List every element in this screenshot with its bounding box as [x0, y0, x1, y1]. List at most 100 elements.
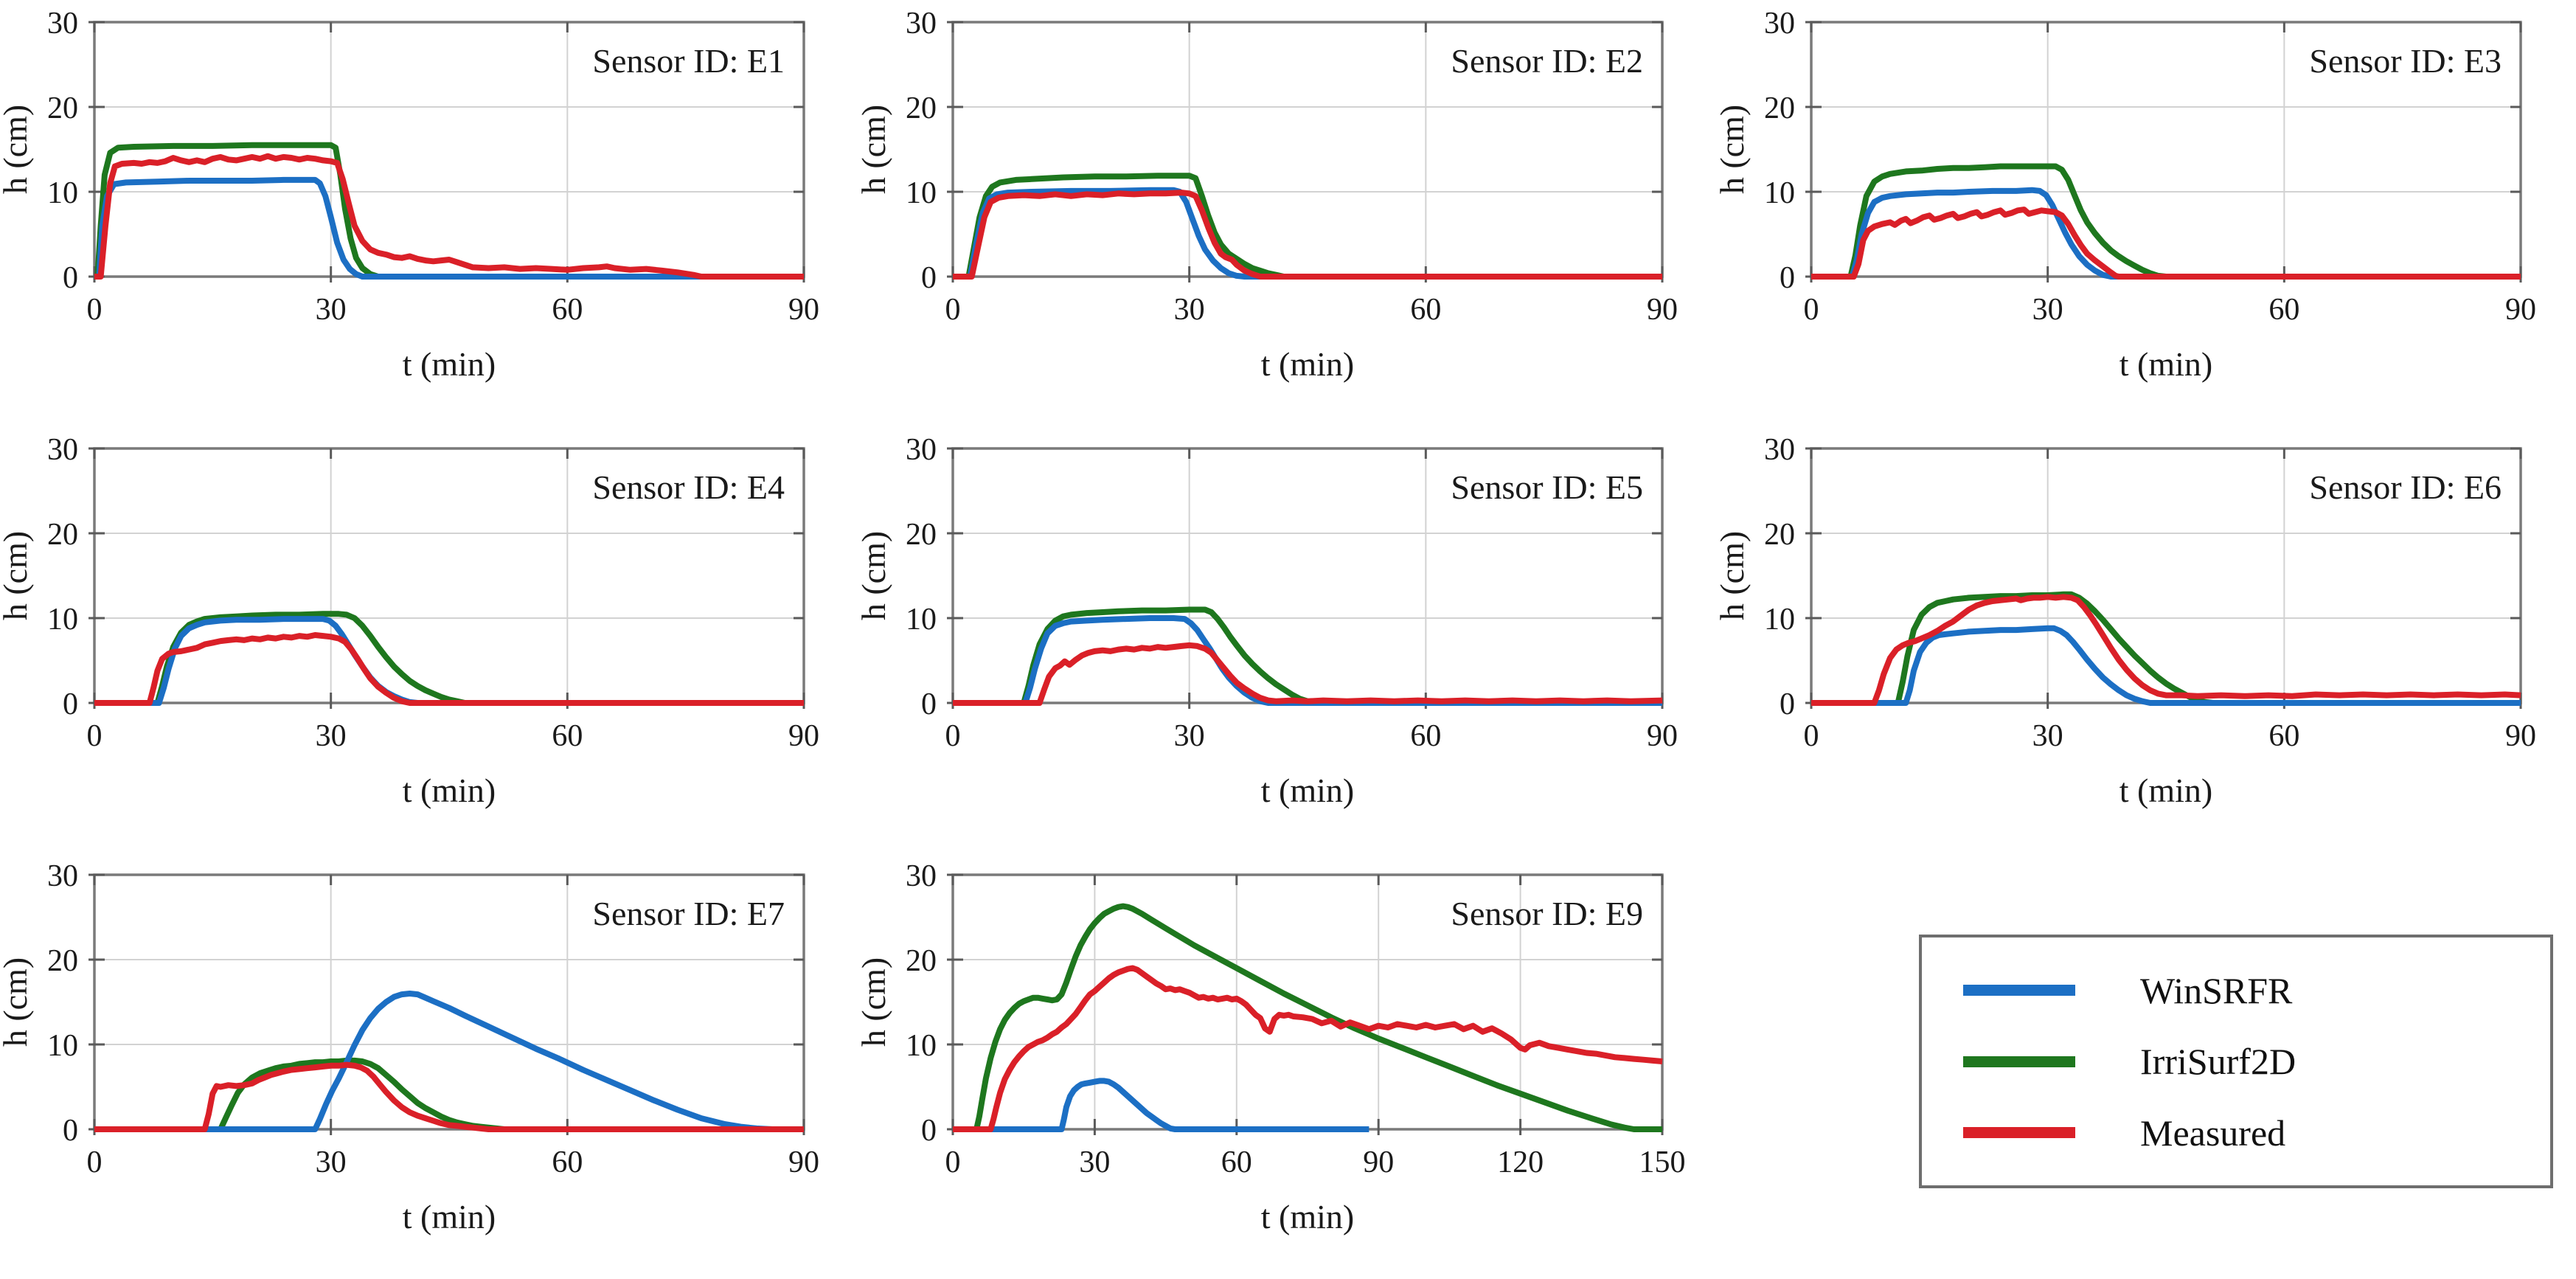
svg-text:30: 30 — [2032, 719, 2063, 753]
svg-text:0: 0 — [87, 719, 103, 753]
chart-canvas: 0 30 60 90 0 10 20 30 Sensor ID: E1 t (min) h (cm) — [0, 7, 819, 383]
chart-e5: 0 30 60 90 0 10 20 30 Sensor ID: E5 t (min) h (cm) — [858, 426, 1717, 853]
svg-text:t (min): t (min) — [1261, 345, 1354, 383]
svg-text:20: 20 — [47, 518, 78, 552]
svg-text:30: 30 — [906, 859, 937, 893]
svg-text:10: 10 — [906, 1029, 937, 1063]
measured-line-swatch — [1963, 1127, 2075, 1138]
svg-text:20: 20 — [1764, 518, 1795, 552]
chart-e6: 0 30 60 90 0 10 20 30 Sensor ID: E6 t (min) h (cm) — [1717, 426, 2575, 853]
legend-label-measured: Measured — [2140, 1112, 2286, 1154]
svg-text:h (cm): h (cm) — [1717, 531, 1751, 620]
svg-text:0: 0 — [1804, 719, 1819, 753]
svg-text:h (cm): h (cm) — [1717, 105, 1751, 194]
chart-canvas: 0 30 60 90 0 10 20 30 Sensor ID: E7 t (min) h (cm) — [0, 859, 819, 1235]
chart-e4: 0 30 60 90 0 10 20 30 Sensor ID: E4 t (min) h (cm) — [0, 426, 858, 853]
svg-text:t (min): t (min) — [1261, 1198, 1354, 1235]
legend-item-winsrfr: WinSRFR — [1963, 972, 2550, 1009]
svg-text:t (min): t (min) — [403, 772, 496, 809]
svg-text:Sensor ID: E2: Sensor ID: E2 — [1451, 42, 1643, 80]
svg-text:20: 20 — [47, 91, 78, 125]
svg-text:h (cm): h (cm) — [0, 105, 34, 194]
svg-text:t (min): t (min) — [1261, 772, 1354, 809]
chart-canvas: 0 30 60 90 0 10 20 30 Sensor ID: E5 t (min) h (cm) — [858, 433, 1678, 809]
svg-text:30: 30 — [906, 7, 937, 41]
legend-cell: WinSRFR IrriSurf2D Measured — [1717, 853, 2575, 1279]
svg-text:60: 60 — [2268, 293, 2299, 327]
svg-text:h (cm): h (cm) — [0, 531, 34, 620]
legend-label-winsrfr: WinSRFR — [2140, 969, 2293, 1011]
svg-text:0: 0 — [921, 687, 937, 721]
svg-text:0: 0 — [1804, 293, 1819, 327]
svg-text:30: 30 — [47, 433, 78, 467]
svg-text:0: 0 — [1780, 687, 1795, 721]
svg-text:Sensor ID: E5: Sensor ID: E5 — [1451, 468, 1643, 506]
svg-text:h (cm): h (cm) — [858, 531, 892, 620]
svg-text:20: 20 — [906, 944, 937, 978]
chart-e3: 0 30 60 90 0 10 20 30 Sensor ID: E3 t (min) h (cm) — [1717, 0, 2575, 426]
svg-text:h (cm): h (cm) — [858, 957, 892, 1047]
svg-text:30: 30 — [47, 7, 78, 41]
svg-text:60: 60 — [2268, 719, 2299, 753]
svg-text:0: 0 — [63, 261, 78, 295]
svg-text:0: 0 — [63, 687, 78, 721]
svg-text:20: 20 — [906, 91, 937, 125]
svg-text:120: 120 — [1497, 1145, 1544, 1179]
svg-text:Sensor ID: E6: Sensor ID: E6 — [2309, 468, 2502, 506]
svg-text:0: 0 — [945, 1145, 961, 1179]
svg-text:30: 30 — [316, 719, 347, 753]
legend-item-irrisurf2d: IrriSurf2D — [1963, 1043, 2550, 1080]
svg-text:t (min): t (min) — [2120, 772, 2212, 809]
svg-text:30: 30 — [906, 433, 937, 467]
svg-text:90: 90 — [1647, 293, 1678, 327]
chart-e7: 0 30 60 90 0 10 20 30 Sensor ID: E7 t (min) h (cm) — [0, 853, 858, 1279]
svg-text:Sensor ID: E4: Sensor ID: E4 — [592, 468, 785, 506]
svg-text:10: 10 — [47, 176, 78, 210]
svg-text:0: 0 — [921, 1114, 937, 1148]
svg-text:10: 10 — [47, 1029, 78, 1063]
svg-text:90: 90 — [1363, 1145, 1394, 1179]
svg-text:10: 10 — [1764, 603, 1795, 637]
svg-text:t (min): t (min) — [403, 345, 496, 383]
svg-text:90: 90 — [1647, 719, 1678, 753]
svg-text:Sensor ID: E3: Sensor ID: E3 — [2309, 42, 2502, 80]
svg-text:20: 20 — [1764, 91, 1795, 125]
svg-text:90: 90 — [788, 719, 819, 753]
svg-text:20: 20 — [906, 518, 937, 552]
svg-text:150: 150 — [1639, 1145, 1686, 1179]
svg-text:20: 20 — [47, 944, 78, 978]
legend-label-irrisurf2d: IrriSurf2D — [2140, 1041, 2296, 1082]
svg-text:Sensor ID: E1: Sensor ID: E1 — [592, 42, 785, 80]
svg-text:60: 60 — [1410, 719, 1441, 753]
svg-text:60: 60 — [552, 1145, 583, 1179]
chart-canvas: 0 30 60 90 0 10 20 30 Sensor ID: E6 t (min) h (cm) — [1717, 433, 2536, 809]
chart-e1: 0 30 60 90 0 10 20 30 Sensor ID: E1 t (min) h (cm) — [0, 0, 858, 426]
chart-e2: 0 30 60 90 0 10 20 30 Sensor ID: E2 t (min) h (cm) — [858, 0, 1717, 426]
svg-text:90: 90 — [788, 1145, 819, 1179]
legend-item-measured: Measured — [1963, 1115, 2550, 1151]
svg-text:10: 10 — [47, 603, 78, 637]
svg-text:0: 0 — [63, 1114, 78, 1148]
svg-text:Sensor ID: E7: Sensor ID: E7 — [592, 895, 785, 932]
svg-text:30: 30 — [316, 293, 347, 327]
svg-text:h (cm): h (cm) — [858, 105, 892, 194]
svg-text:0: 0 — [945, 293, 961, 327]
svg-text:t (min): t (min) — [403, 1198, 496, 1235]
svg-text:0: 0 — [1780, 261, 1795, 295]
svg-text:30: 30 — [1174, 293, 1205, 327]
chart-canvas: 0 30 60 90 0 10 20 30 Sensor ID: E2 t (min) h (cm) — [858, 7, 1678, 383]
svg-text:30: 30 — [2032, 293, 2063, 327]
chart-canvas: 0 30 60 90 0 10 20 30 Sensor ID: E3 t (min) h (cm) — [1717, 7, 2536, 383]
svg-text:30: 30 — [316, 1145, 347, 1179]
svg-text:Sensor ID: E9: Sensor ID: E9 — [1451, 895, 1643, 932]
winsrfr-line-swatch — [1963, 985, 2075, 996]
svg-text:0: 0 — [945, 719, 961, 753]
chart-canvas: 0 30 60 90 0 10 20 30 Sensor ID: E4 t (min) h (cm) — [0, 433, 819, 809]
svg-text:0: 0 — [921, 261, 937, 295]
svg-text:30: 30 — [1174, 719, 1205, 753]
svg-text:90: 90 — [788, 293, 819, 327]
svg-text:30: 30 — [1764, 7, 1795, 41]
svg-text:h (cm): h (cm) — [0, 957, 34, 1047]
irrisurf2d-line-swatch — [1963, 1056, 2075, 1067]
